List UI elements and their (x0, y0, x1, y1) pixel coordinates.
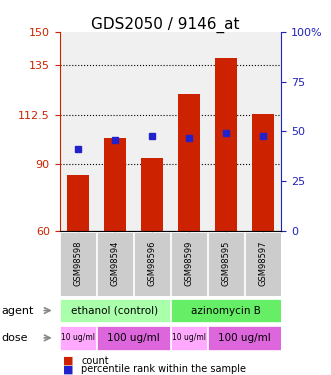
Text: ethanol (control): ethanol (control) (71, 306, 159, 315)
Text: count: count (81, 356, 109, 366)
FancyBboxPatch shape (97, 232, 133, 296)
Text: GSM98597: GSM98597 (259, 241, 267, 286)
Text: GSM98595: GSM98595 (221, 241, 230, 286)
FancyBboxPatch shape (208, 232, 244, 296)
Bar (178, 94, 200, 231)
Text: GSM98598: GSM98598 (73, 241, 82, 286)
Text: 100 ug/ml: 100 ug/ml (107, 333, 160, 343)
Text: GSM98594: GSM98594 (111, 241, 119, 286)
Text: GDS2050 / 9146_at: GDS2050 / 9146_at (91, 17, 240, 33)
FancyBboxPatch shape (245, 232, 281, 296)
Text: azinomycin B: azinomycin B (191, 306, 261, 315)
FancyBboxPatch shape (171, 232, 207, 296)
Bar (215, 58, 237, 231)
Text: 10 ug/ml: 10 ug/ml (172, 333, 206, 342)
FancyBboxPatch shape (171, 299, 281, 322)
Text: GSM98596: GSM98596 (148, 241, 157, 286)
Text: dose: dose (2, 333, 28, 343)
Text: percentile rank within the sample: percentile rank within the sample (81, 364, 246, 374)
FancyBboxPatch shape (134, 232, 170, 296)
FancyBboxPatch shape (208, 326, 281, 350)
FancyBboxPatch shape (60, 326, 96, 350)
Bar (67, 176, 89, 231)
Bar (252, 114, 274, 231)
Text: 10 ug/ml: 10 ug/ml (61, 333, 95, 342)
Text: 100 ug/ml: 100 ug/ml (218, 333, 271, 343)
FancyBboxPatch shape (97, 326, 170, 350)
FancyBboxPatch shape (60, 299, 170, 322)
Text: GSM98599: GSM98599 (184, 241, 193, 286)
Text: ■: ■ (63, 356, 73, 366)
FancyBboxPatch shape (171, 326, 207, 350)
Text: agent: agent (2, 306, 34, 315)
FancyBboxPatch shape (60, 232, 96, 296)
Bar (104, 138, 126, 231)
Text: ■: ■ (63, 364, 73, 374)
Bar (141, 158, 163, 231)
